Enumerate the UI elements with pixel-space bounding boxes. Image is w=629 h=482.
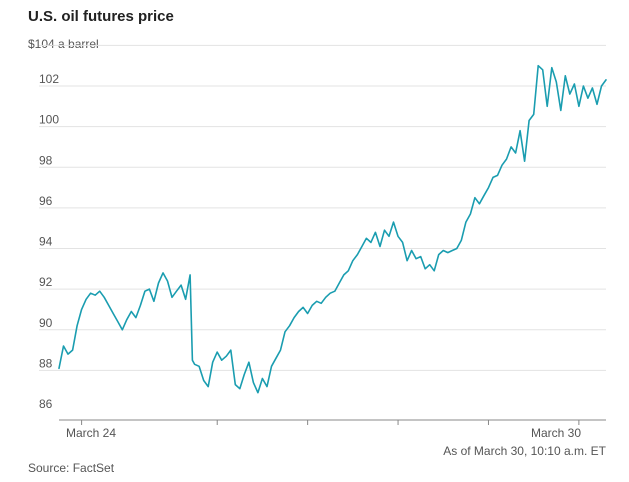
y-tick-label-96: 96: [39, 194, 53, 208]
source-note: Source: FactSet: [28, 461, 115, 475]
y-tick-label-100: 100: [39, 113, 59, 127]
chart-title: U.S. oil futures price: [28, 8, 174, 25]
y-tick-label-90: 90: [39, 316, 53, 330]
y-tick-labels: 86 88 90 92 94 96 98 100 102: [39, 72, 59, 411]
y-tick-label-98: 98: [39, 153, 53, 167]
x-tick-label-march-24: March 24: [66, 426, 116, 440]
price-series-line: [58, 64, 607, 394]
y-tick-label-88: 88: [39, 356, 53, 370]
y-tick-label-86: 86: [39, 397, 53, 411]
y-tick-label-102: 102: [39, 72, 59, 86]
y-axis-top-label: $104 a barrel: [28, 37, 99, 51]
gridlines: [39, 44, 606, 371]
y-tick-label-94: 94: [39, 235, 53, 249]
x-ticks: [81, 420, 580, 425]
timestamp-note: As of March 30, 10:10 a.m. ET: [443, 444, 606, 458]
x-tick-label-march-30: March 30: [531, 426, 581, 440]
y-tick-label-92: 92: [39, 275, 53, 289]
